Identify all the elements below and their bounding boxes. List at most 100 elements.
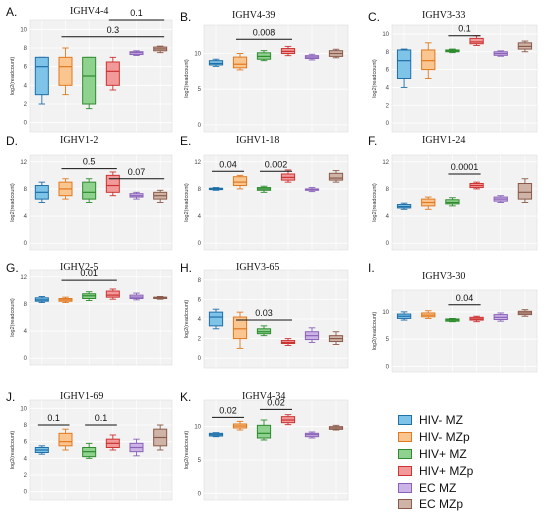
y-tick-label: 2 — [198, 337, 202, 343]
y-tick-label: 6 — [24, 440, 28, 446]
y-axis-label: log2(readcount) — [10, 298, 16, 337]
legend-swatch — [398, 432, 412, 443]
p-value-label: 0.1 — [130, 8, 143, 18]
legend-label: EC MZp — [419, 497, 464, 512]
p-value-label: 0.002 — [265, 159, 288, 169]
panel-title: IGHV4-39 — [232, 10, 275, 21]
legend: HIV- MZ HIV- MZp HIV+ MZ HIV+ MZp EC MZ … — [398, 412, 548, 513]
plot-background — [29, 19, 173, 133]
y-tick-label: 12 — [382, 160, 389, 166]
y-tick-label: 6 — [24, 65, 28, 71]
y-axis-label: log2(readcount) — [184, 183, 190, 222]
y-axis-label: log2(readcount) — [372, 183, 378, 222]
box-hiv-mzp — [105, 288, 120, 300]
box-hiv-mzp — [58, 47, 73, 96]
y-tick-label: 10 — [194, 52, 201, 58]
box-ec-mzp — [517, 40, 533, 53]
box-body — [256, 424, 272, 439]
legend-label: EC MZ — [419, 480, 457, 495]
box-body — [208, 311, 224, 327]
y-tick-label: 4 — [24, 214, 28, 220]
y-tick-label: 8 — [386, 187, 390, 193]
y-tick-label: 8 — [198, 187, 202, 193]
legend-label: HIV+ MZ — [419, 446, 467, 461]
p-value-label: 0.1 — [95, 413, 108, 423]
legend-swatch — [398, 482, 412, 493]
box-ec-mzp — [153, 45, 168, 54]
plot-background — [203, 24, 349, 133]
box-ec-mz — [129, 191, 144, 200]
box-ec-mzp — [328, 331, 344, 345]
panel-title: IGHV3-65 — [236, 262, 279, 273]
box-ec-mz — [129, 292, 144, 301]
box-ec-mz — [304, 431, 320, 439]
y-axis-label: log2(readcount) — [10, 57, 16, 96]
y-axis-label: log2(readcount) — [10, 183, 16, 222]
y-tick-label: 10 — [382, 310, 389, 316]
y-tick-label: 2 — [24, 102, 28, 108]
legend-swatch — [398, 499, 412, 510]
y-tick-label: 4 — [24, 329, 28, 335]
y-tick-label: 0 — [386, 241, 390, 247]
box-body — [396, 49, 412, 79]
y-tick-label: 10 — [20, 27, 27, 33]
box-hiv-mz — [445, 197, 460, 207]
y-tick-label: 10 — [382, 32, 389, 38]
y-tick-label: 4 — [386, 214, 390, 220]
box-ec-mzp — [517, 178, 533, 203]
box-hiv-mz — [208, 308, 224, 330]
y-tick-label: 0 — [198, 356, 202, 362]
p-value-label: 0.01 — [80, 268, 98, 278]
y-axis-label: log2(readcount) — [184, 59, 190, 98]
p-value-label: 0.04 — [456, 293, 474, 303]
panel-title: IGHV1-2 — [60, 135, 98, 146]
box-body — [232, 176, 248, 187]
box-hiv-mzp — [232, 420, 248, 431]
box-body — [421, 49, 436, 71]
chart-panel-ighv1-2: 0 4 8 12 log2(readcount) D. IGHV1-2 0.5 0.07 — [6, 134, 173, 251]
panel-letter: E. — [180, 134, 191, 148]
box-body — [105, 174, 120, 193]
y-tick-label: 5 — [386, 337, 390, 343]
box-body — [232, 316, 248, 340]
p-value-label: 0.03 — [255, 308, 273, 318]
y-tick-label: 8 — [24, 46, 28, 52]
p-value-label: 0.1 — [458, 24, 471, 34]
box-body — [232, 56, 248, 69]
legend-label: HIV- MZp — [419, 430, 470, 445]
box-hiv-mzp — [280, 414, 296, 426]
y-tick-label: 8 — [24, 302, 28, 308]
box-hiv-mzp — [421, 196, 436, 210]
y-axis-label: log2(readcount) — [184, 300, 190, 339]
box-body — [445, 199, 460, 205]
panel-title: IGHV3-30 — [422, 271, 465, 282]
box-body — [208, 60, 224, 66]
box-hiv-mz — [208, 58, 224, 67]
chart-panel-ighv2-5: 0 4 8 12 log2(readcount) G. IGHV2-50.01 — [6, 261, 173, 366]
box-hiv-mz — [34, 181, 49, 203]
y-tick-label: 0 — [24, 490, 28, 496]
plot-background — [29, 154, 173, 251]
box-hiv-mzp — [469, 315, 484, 323]
legend-label: HIV+ MZp — [419, 463, 474, 478]
y-tick-label: 0 — [198, 123, 202, 129]
box-hiv-mzp — [421, 310, 436, 319]
y-tick-label: 4 — [198, 214, 202, 220]
p-value-label: 0.1 — [47, 413, 60, 423]
y-axis-label: log2(readcount) — [10, 431, 16, 470]
plot-background — [391, 154, 538, 251]
y-axis-label: log2(readcount) — [372, 59, 378, 98]
box-hiv-mzp — [421, 42, 436, 79]
panel-letter: G. — [6, 261, 19, 275]
box-ec-mz — [493, 195, 508, 203]
panel-letter: F. — [368, 134, 377, 148]
box-ec-mzp — [153, 296, 168, 300]
box-body — [469, 37, 484, 45]
box-hiv-mzp — [58, 178, 73, 200]
box-hiv-mz — [256, 50, 272, 62]
box-hiv-mzp — [280, 169, 296, 183]
plot-background — [391, 289, 538, 373]
box-body — [82, 181, 97, 200]
box-hiv-mzp — [105, 171, 120, 197]
